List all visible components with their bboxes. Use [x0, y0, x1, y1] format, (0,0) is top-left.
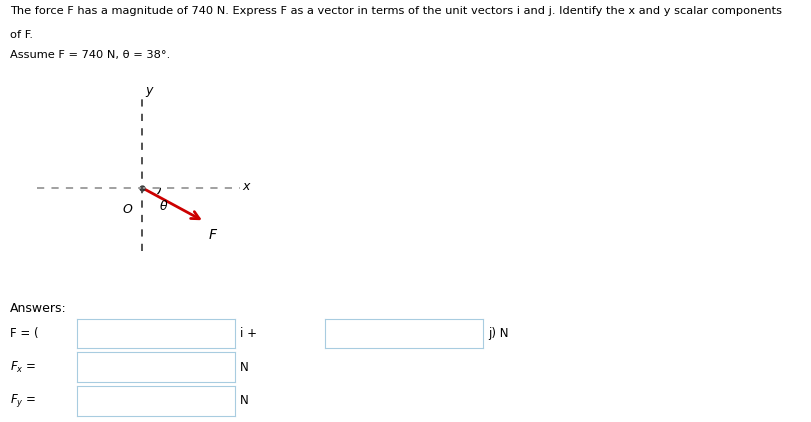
Text: O: O [122, 203, 132, 216]
Text: F = (: F = ( [10, 327, 38, 340]
Text: Answers:: Answers: [10, 302, 67, 315]
Text: of F.: of F. [10, 30, 32, 40]
Text: i +: i + [239, 327, 256, 340]
Text: $F_y$ =: $F_y$ = [10, 392, 36, 409]
Text: F: F [208, 228, 217, 242]
Text: Assume F = 740 N, θ = 38°.: Assume F = 740 N, θ = 38°. [10, 50, 169, 60]
Text: i: i [311, 328, 314, 338]
Text: i: i [63, 328, 67, 338]
Text: j) N: j) N [487, 327, 508, 340]
Text: The force F has a magnitude of 740 N. Express F as a vector in terms of the unit: The force F has a magnitude of 740 N. Ex… [10, 6, 781, 16]
Text: x: x [242, 181, 250, 193]
Text: N: N [240, 395, 249, 407]
Text: i: i [63, 362, 67, 372]
Text: y: y [145, 84, 152, 97]
Text: N: N [240, 361, 249, 373]
Text: $F_x$ =: $F_x$ = [10, 360, 36, 375]
Text: i: i [63, 396, 67, 406]
Text: θ: θ [160, 200, 167, 213]
